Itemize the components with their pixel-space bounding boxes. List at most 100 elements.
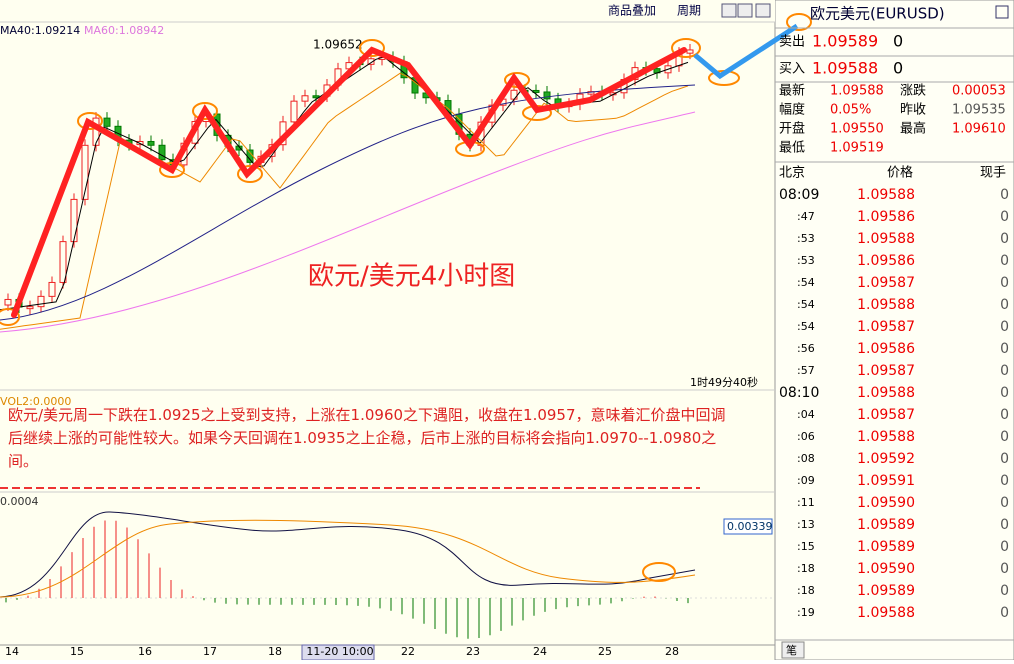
x-label: 28 [665, 645, 679, 658]
ma-line [0, 111, 696, 333]
tick-price: 1.09591 [857, 473, 915, 489]
tick-qty: 0 [1000, 385, 1009, 401]
tick-price: 1.09589 [857, 539, 915, 555]
tick-qty: 0 [1000, 209, 1009, 225]
tick-time: :54 [797, 320, 815, 333]
tick-qty: 0 [1000, 583, 1009, 599]
tick-time: :08 [797, 452, 815, 465]
tick-price: 1.09592 [857, 451, 915, 467]
tick-time: :04 [797, 408, 815, 421]
tick-time: :57 [797, 364, 815, 377]
arrows [11, 46, 687, 318]
tick-qty: 0 [1000, 187, 1009, 203]
trend-arrow [11, 46, 687, 318]
marker [237, 165, 263, 183]
tick-price: 1.09586 [857, 253, 915, 269]
tick-time: 08:10 [779, 385, 819, 401]
tick-time: :18 [797, 584, 815, 597]
dea-line [0, 519, 696, 598]
tick-price: 1.09590 [857, 561, 915, 577]
dif-line [0, 511, 696, 598]
toolbar [0, 0, 775, 22]
tick-time: :09 [797, 474, 815, 487]
nav-button[interactable] [721, 3, 737, 18]
x-label: 24 [533, 645, 547, 658]
marker [159, 162, 185, 178]
tick-price: 1.09589 [857, 517, 915, 533]
tick-price: 1.09587 [857, 319, 915, 335]
tick-price: 1.09586 [857, 341, 915, 357]
stat-label: 最高 [900, 121, 926, 137]
stat-label: 开盘 [779, 121, 805, 137]
commentary: 欧元/美元周一下跌在1.0925之上受到支持，上涨在1.0960之下遇阻，收盘在… [8, 406, 726, 470]
tick-qty: 0 [1000, 341, 1009, 357]
overlay-title: 欧元/美元4小时图 [308, 262, 515, 292]
stat-label: 最低 [779, 141, 805, 156]
stat-value: 1.09588 [830, 84, 884, 99]
ma-label: MA40:1.09214 [0, 24, 80, 37]
nav-button[interactable] [755, 3, 771, 18]
stat-value: 1.09519 [830, 141, 884, 156]
tick-price: 1.09588 [857, 231, 915, 247]
stat-value: 1.09535 [952, 103, 1006, 118]
tab[interactable] [781, 641, 805, 659]
tick-price: 1.09587 [857, 363, 915, 379]
tick-qty: 0 [1000, 319, 1009, 335]
tick-time: :56 [797, 342, 815, 355]
x-label: 11-20 10:00 [306, 645, 373, 658]
toolbar-button[interactable]: 商品叠加 [608, 3, 656, 18]
marker [786, 13, 812, 31]
tick-qty: 0 [1000, 231, 1009, 247]
tick-qty: 0 [1000, 363, 1009, 379]
high-label: 1.09652 [313, 38, 363, 52]
tick-price: 1.09588 [857, 187, 915, 203]
candle [48, 281, 56, 297]
tick-price: 1.09588 [857, 605, 915, 621]
ma-line [0, 84, 696, 321]
candle [367, 58, 375, 65]
tick-time: :47 [797, 210, 815, 223]
annotations [0, 13, 812, 582]
tick-price: 1.09588 [857, 385, 915, 401]
stat-value: 1.09550 [830, 122, 884, 137]
tick-qty: 0 [1000, 253, 1009, 269]
toolbar-button[interactable]: 周期 [677, 4, 701, 18]
candle [301, 95, 309, 102]
x-label: 23 [466, 645, 480, 658]
x-label: 17 [203, 645, 217, 658]
panel-bg [774, 0, 1014, 661]
candle [81, 144, 89, 200]
stat-label: 最新 [779, 83, 805, 99]
tick-qty: 0 [1000, 429, 1009, 445]
x-label: 22 [401, 645, 415, 658]
tick-time: :18 [797, 562, 815, 575]
tick-qty: 0 [1000, 275, 1009, 291]
stat-label: 幅度 [779, 102, 805, 118]
arrows [693, 23, 799, 80]
macd-value-box [723, 518, 773, 535]
tick-price: 1.09586 [857, 209, 915, 225]
sell-qty: 0 [893, 32, 903, 51]
tick-price: 1.09587 [857, 407, 915, 423]
tick-qty: 0 [1000, 451, 1009, 467]
candle [510, 89, 518, 100]
marker [671, 38, 701, 58]
nav-button[interactable] [737, 3, 753, 18]
countdown: 1时49分40秒 [690, 375, 758, 389]
candle [290, 100, 298, 123]
stat-value: 1.09610 [952, 122, 1006, 137]
x-label: 25 [598, 645, 612, 658]
buy-label: 买入 [779, 62, 805, 77]
panel-button[interactable] [995, 5, 1009, 19]
tick-price: 1.09590 [857, 495, 915, 511]
x-label: 15 [70, 645, 84, 658]
tick-time: :15 [797, 540, 815, 553]
tick-time: :19 [797, 606, 815, 619]
buy-qty: 0 [893, 59, 903, 78]
x-label: 14 [5, 645, 19, 658]
candle [147, 140, 155, 146]
candle [543, 91, 551, 100]
tick-time: :54 [797, 276, 815, 289]
tick-time: 08:09 [779, 187, 819, 203]
